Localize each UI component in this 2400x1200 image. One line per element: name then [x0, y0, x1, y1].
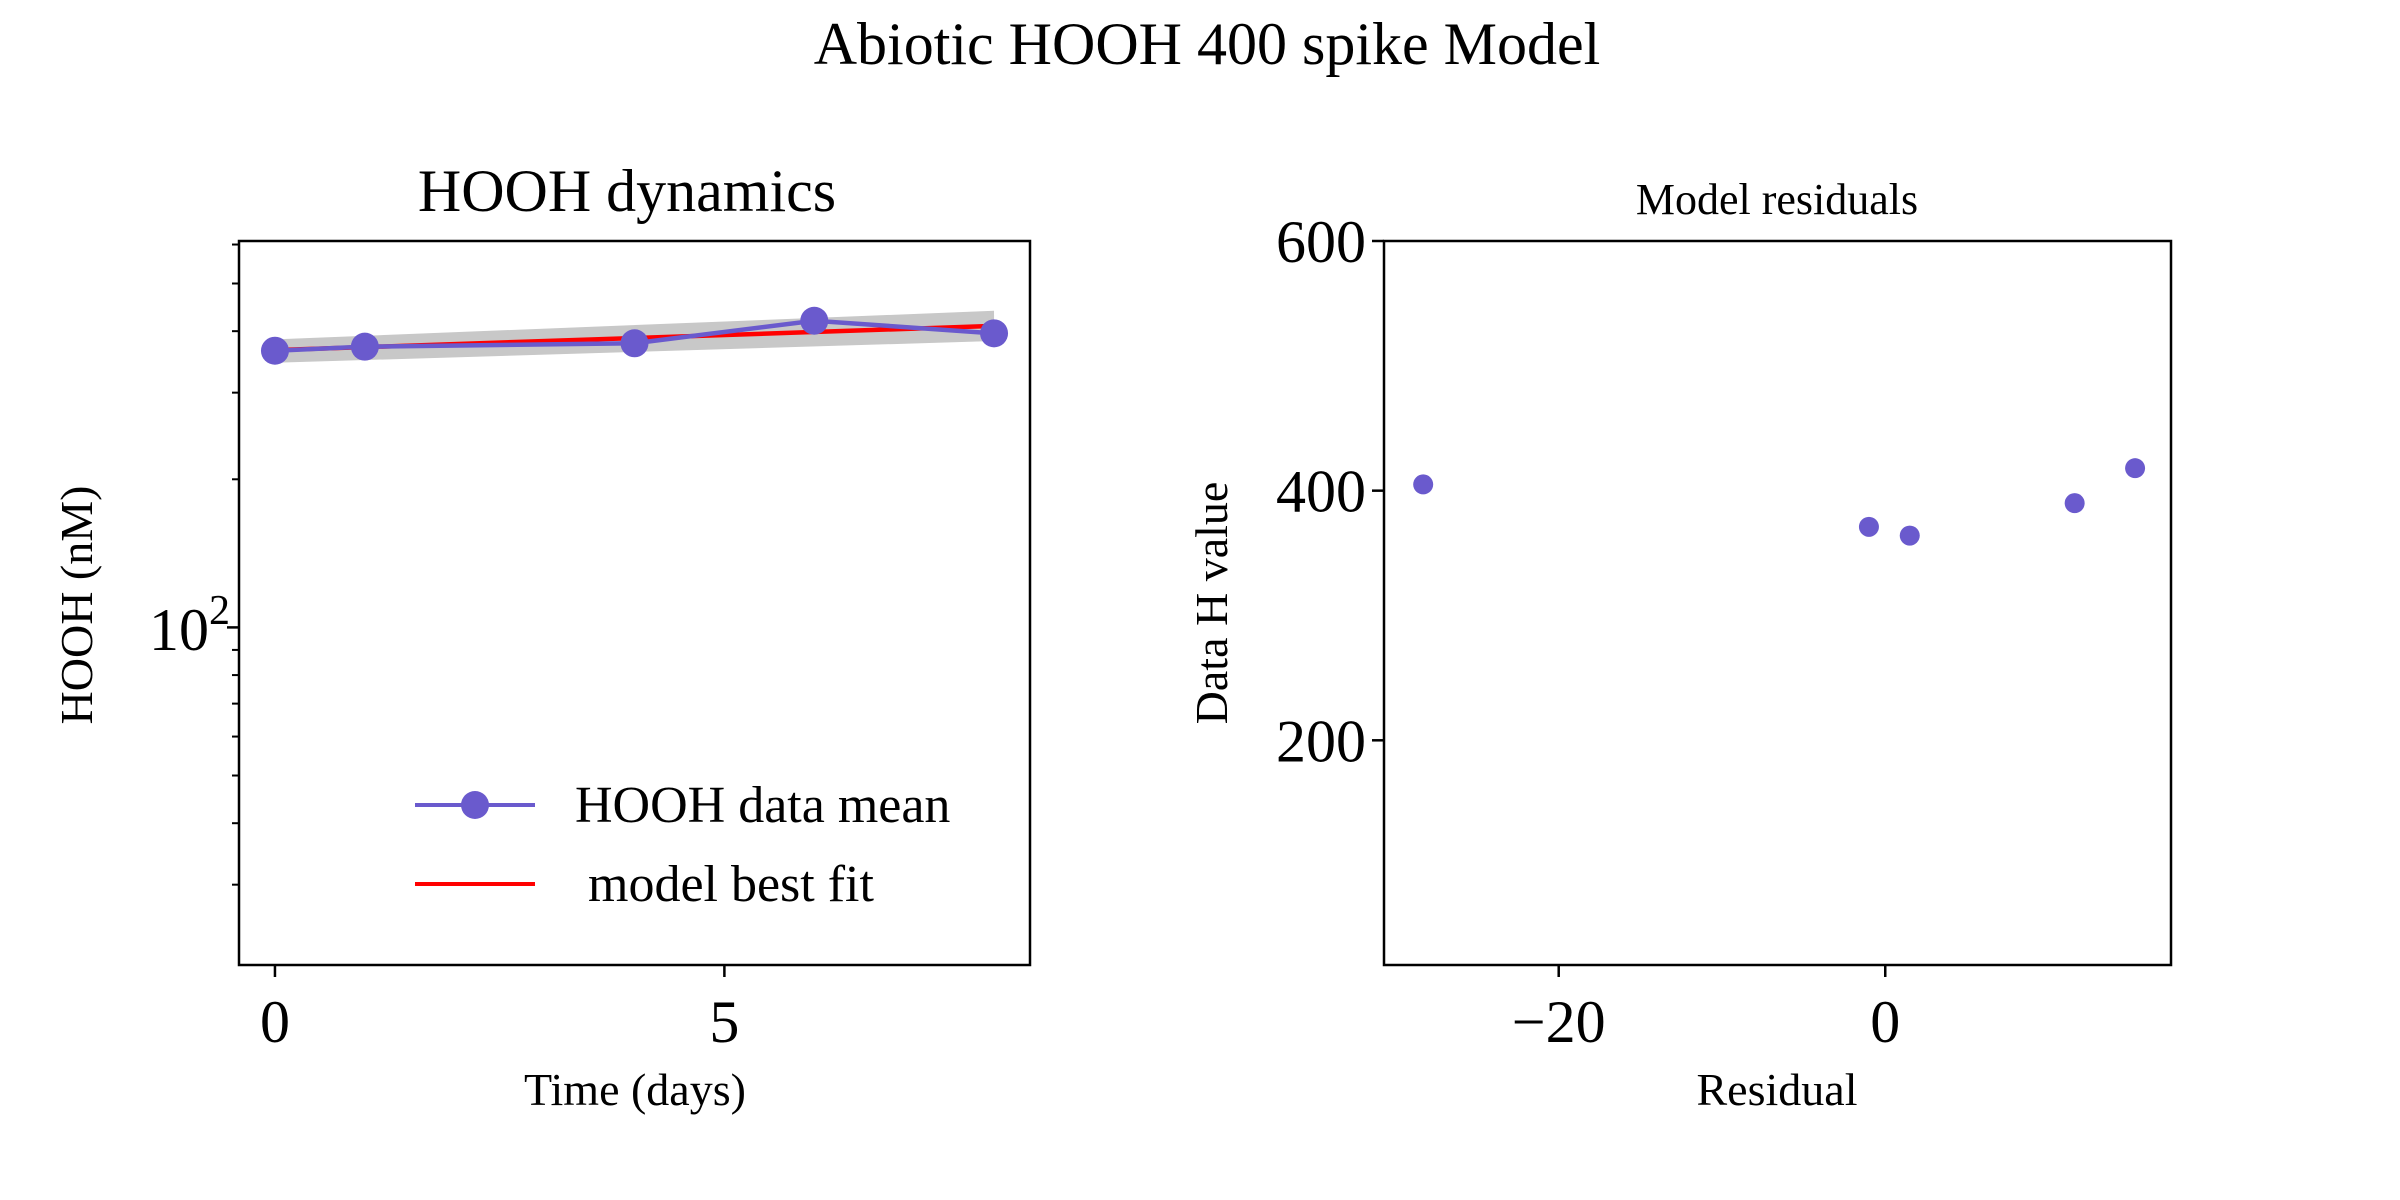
hooh-data-point: [980, 319, 1009, 348]
right-x-axis-label: Residual: [1697, 1064, 1858, 1115]
right-x-ticks: −20 0: [1512, 965, 1900, 1055]
left-y-ticks: [227, 243, 239, 886]
right-x-tick-label: 0: [1870, 989, 1900, 1055]
right-plot-area: [1413, 458, 2146, 546]
right-x-tick-label: −20: [1512, 989, 1606, 1055]
right-y-tick-label: 400: [1276, 459, 1366, 525]
right-y-ticks: 200 400 600: [1276, 209, 1384, 774]
hooh-data-point: [260, 336, 289, 365]
left-ytick-label-100: 102: [149, 588, 230, 663]
right-y-axis-label: Data H value: [1186, 482, 1237, 725]
figure-suptitle: Abiotic HOOH 400 spike Model: [814, 11, 1601, 77]
legend-data-label: HOOH data mean: [575, 777, 950, 834]
left-x-tick-label: 5: [709, 989, 739, 1055]
left-axes-frame: [237, 239, 1032, 967]
residual-point: [2125, 458, 2146, 479]
left-x-axis-label: Time (days): [524, 1064, 746, 1115]
hooh-data-point: [350, 332, 379, 361]
left-plot-area: [260, 306, 1009, 365]
right-y-tick-label: 600: [1276, 209, 1366, 275]
left-x-tick-label: 0: [260, 989, 290, 1055]
residual-point: [1858, 516, 1879, 537]
hooh-data-point: [800, 306, 829, 335]
legend-model-label: model best fit: [575, 856, 875, 913]
left-y-axis-label: HOOH (nM): [51, 486, 102, 725]
right-y-tick-label: 200: [1276, 708, 1366, 774]
hooh-data-point: [620, 329, 649, 358]
residual-point: [1899, 525, 1920, 546]
right-chart-title: Model residuals: [1636, 175, 1918, 224]
right-axes-frame: [1382, 239, 2173, 967]
left-chart-title: HOOH dynamics: [418, 158, 836, 224]
legend-data-marker: [461, 791, 489, 819]
left-legend: HOOH data mean model best fit: [415, 777, 950, 913]
residual-point: [1413, 474, 1434, 495]
residual-point: [2064, 493, 2085, 514]
